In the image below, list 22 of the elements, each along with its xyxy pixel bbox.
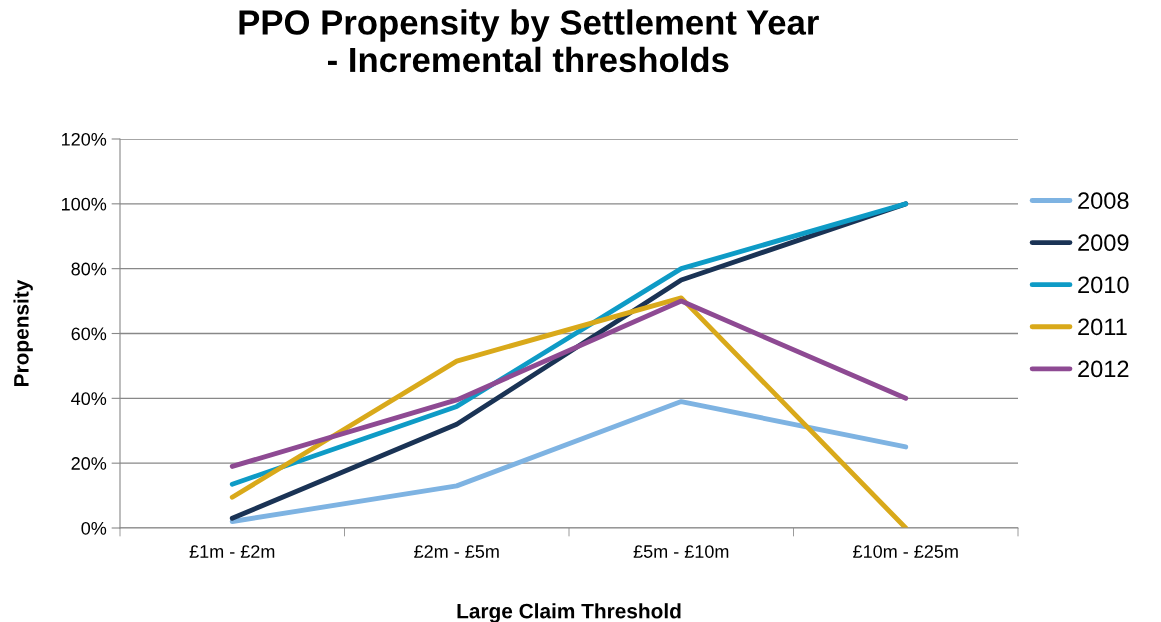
- chart-title: PPO Propensity by Settlement Year - Incremental thresholds: [239, 9, 819, 73]
- legend-label: 2008: [1078, 192, 1129, 209]
- y-tick-label: 100%: [62, 197, 107, 211]
- y-tick-label: 40%: [71, 392, 107, 406]
- x-axis-title: Large Claim Threshold: [457, 603, 681, 622]
- line-series: [229, 298, 909, 469]
- y-tick-label: 20%: [71, 457, 107, 470]
- legend-label: 2011: [1078, 318, 1127, 336]
- legend-label: 2010: [1078, 276, 1129, 294]
- x-tick-label: £2m - £5m: [414, 545, 499, 558]
- y-tick-label: 0%: [81, 521, 107, 535]
- x-tick-label: £10m - £25m: [853, 545, 958, 558]
- y-tick-label: 120%: [62, 132, 107, 146]
- x-tick-label: £5m - £10m: [633, 545, 729, 558]
- y-axis-title: Propensity: [13, 279, 33, 386]
- line-series: [229, 295, 909, 528]
- line-series: [229, 399, 909, 524]
- y-tick-label: 80%: [71, 262, 107, 276]
- x-tick-label: £1m - £2m: [189, 545, 275, 558]
- legend-label: 2009: [1078, 234, 1129, 252]
- legend-label: 2012: [1078, 360, 1129, 378]
- y-tick-label: 60%: [71, 327, 107, 341]
